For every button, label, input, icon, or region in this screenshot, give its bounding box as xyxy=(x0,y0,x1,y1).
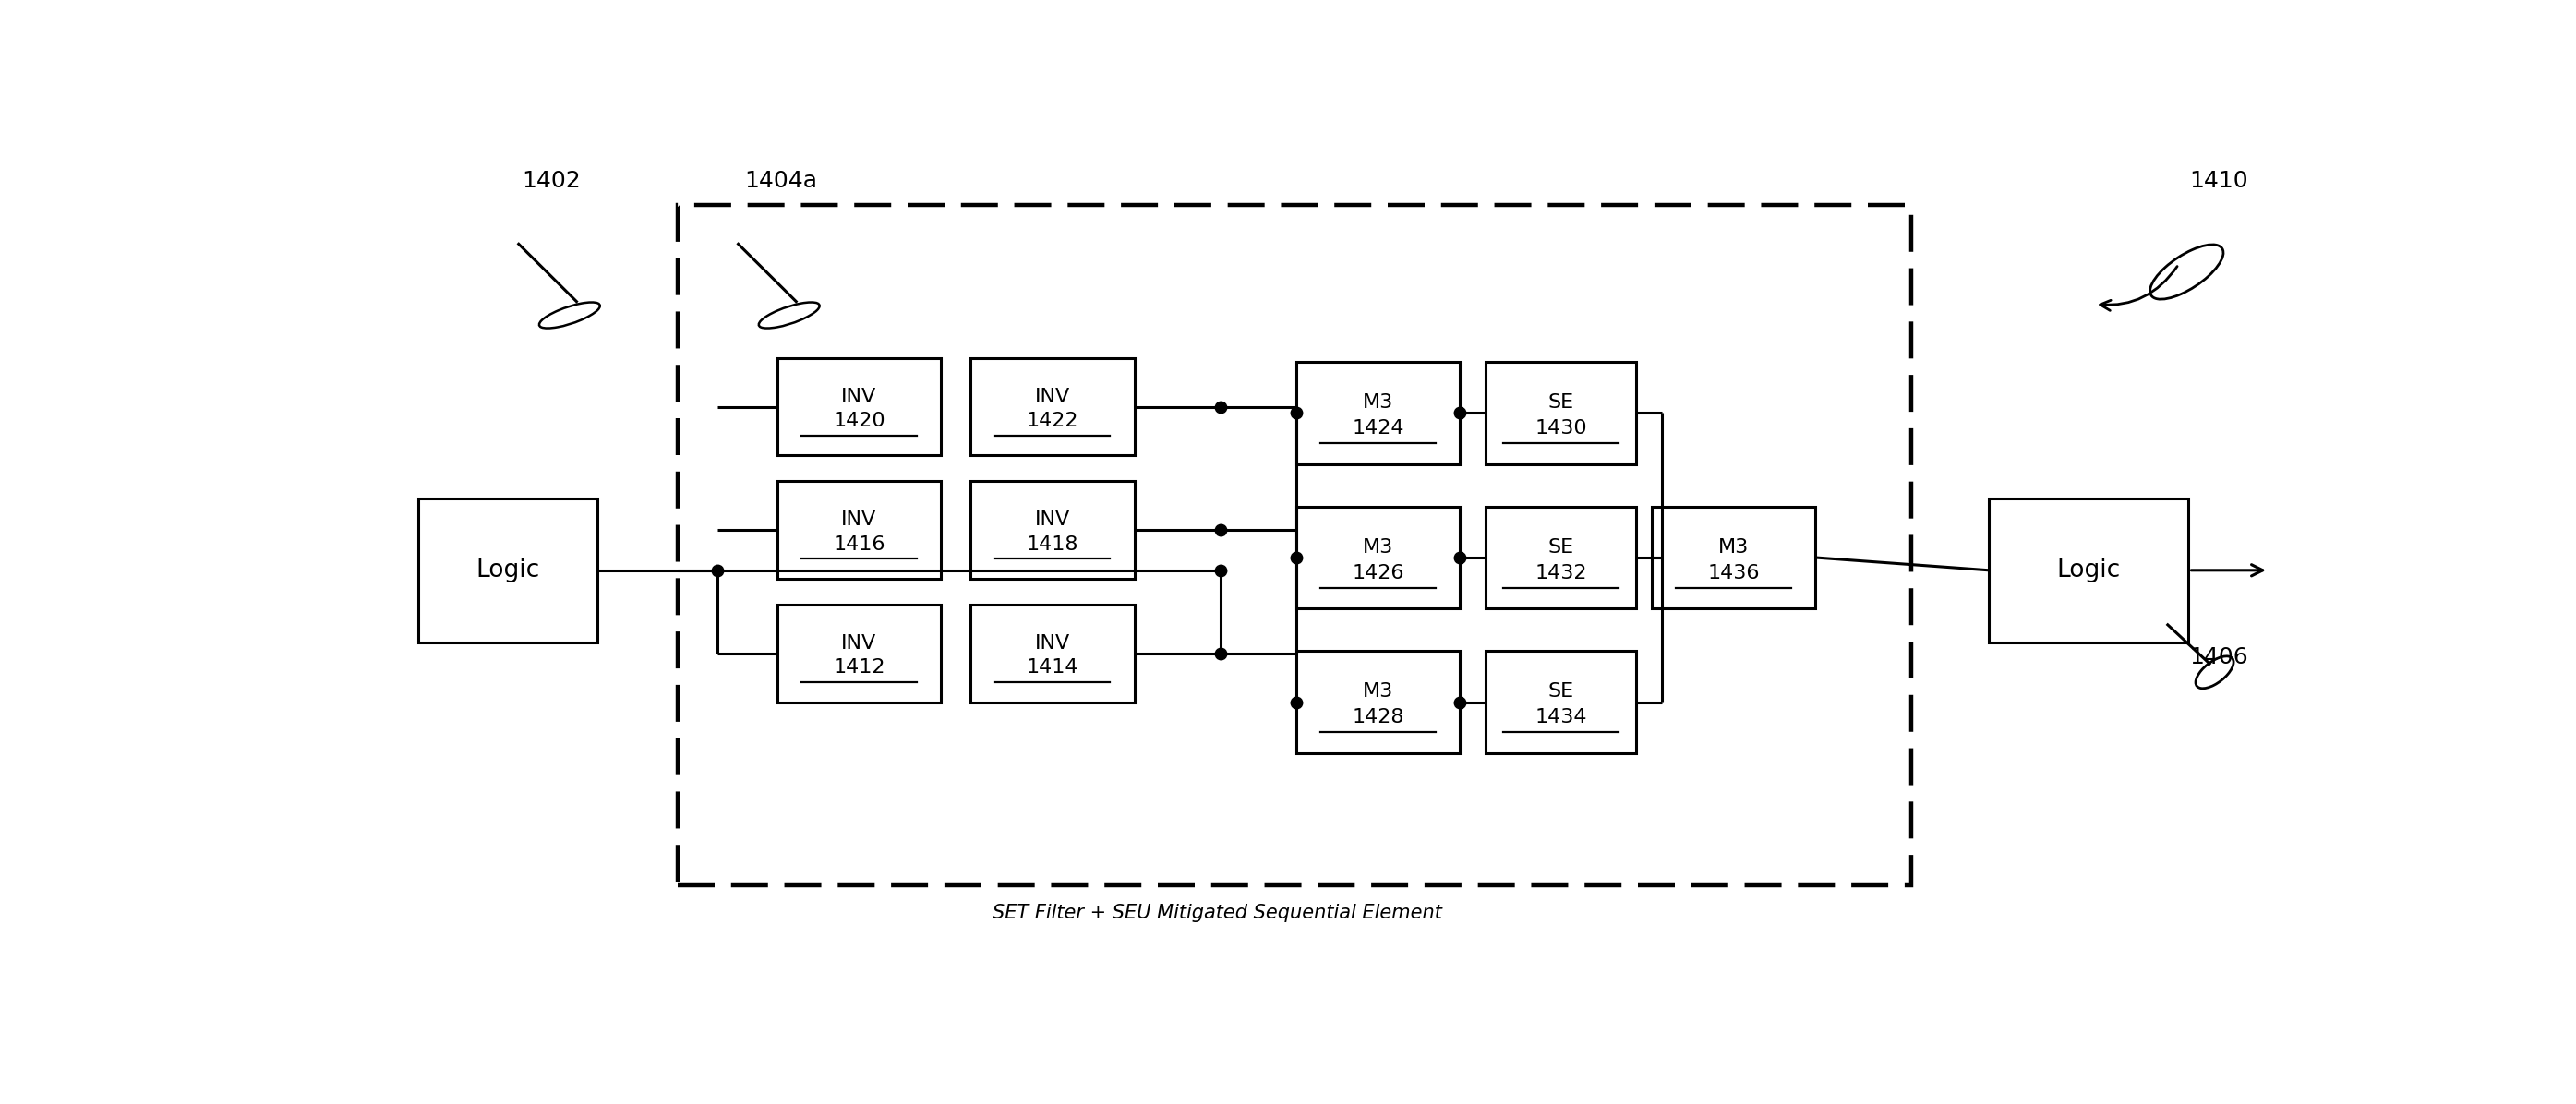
Text: 1428: 1428 xyxy=(1352,708,1404,726)
Text: INV: INV xyxy=(842,511,876,529)
Text: 1416: 1416 xyxy=(832,535,886,554)
Text: M3: M3 xyxy=(1363,682,1394,701)
Bar xyxy=(1296,651,1461,753)
Text: INV: INV xyxy=(1036,388,1072,406)
Bar xyxy=(1486,507,1636,608)
Text: 1406: 1406 xyxy=(2190,646,2249,668)
Text: M3: M3 xyxy=(1363,393,1394,412)
Bar xyxy=(1989,498,2190,643)
Text: INV: INV xyxy=(842,388,876,406)
Text: 1424: 1424 xyxy=(1352,420,1404,437)
Text: 1410: 1410 xyxy=(2190,170,2249,192)
Bar xyxy=(971,481,1133,578)
Bar xyxy=(417,498,598,643)
Bar xyxy=(1651,507,1816,608)
Text: Logic: Logic xyxy=(477,559,538,582)
Text: SE: SE xyxy=(1548,682,1574,701)
Text: 1414: 1414 xyxy=(1028,659,1079,677)
Text: M3: M3 xyxy=(1363,538,1394,556)
Bar xyxy=(971,358,1133,456)
Text: INV: INV xyxy=(1036,511,1072,529)
Bar xyxy=(1486,362,1636,464)
Text: M3: M3 xyxy=(1718,538,1749,556)
Text: 1412: 1412 xyxy=(832,659,886,677)
Text: SE: SE xyxy=(1548,538,1574,556)
Bar xyxy=(1296,507,1461,608)
Text: 1422: 1422 xyxy=(1028,412,1079,431)
Bar xyxy=(677,204,1911,884)
Text: 1418: 1418 xyxy=(1028,535,1079,554)
Text: 1430: 1430 xyxy=(1535,420,1587,437)
Text: 1426: 1426 xyxy=(1352,563,1404,582)
Text: 1434: 1434 xyxy=(1535,708,1587,726)
Text: SE: SE xyxy=(1548,393,1574,412)
Text: INV: INV xyxy=(842,634,876,652)
Text: SET Filter + SEU Mitigated Sequential Element: SET Filter + SEU Mitigated Sequential El… xyxy=(992,903,1443,922)
Bar xyxy=(1296,362,1461,464)
Bar xyxy=(1486,651,1636,753)
Text: Logic: Logic xyxy=(2056,559,2120,582)
Text: 1402: 1402 xyxy=(523,170,582,192)
Bar xyxy=(971,604,1133,702)
Bar xyxy=(778,358,940,456)
Text: 1404a: 1404a xyxy=(744,170,817,192)
Text: 1420: 1420 xyxy=(832,412,886,431)
Bar xyxy=(778,481,940,578)
Bar xyxy=(778,604,940,702)
Text: 1432: 1432 xyxy=(1535,563,1587,582)
Text: INV: INV xyxy=(1036,634,1072,652)
Text: 1436: 1436 xyxy=(1708,563,1759,582)
